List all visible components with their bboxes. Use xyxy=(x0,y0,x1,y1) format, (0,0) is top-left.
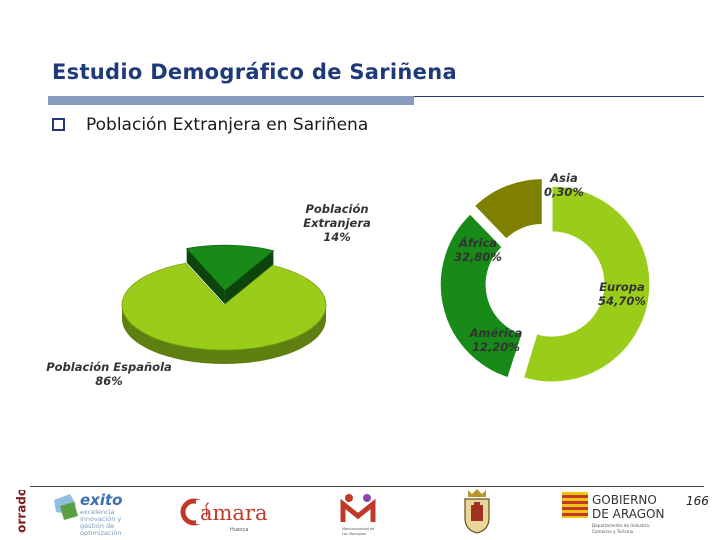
pie-chart-poblacion xyxy=(121,244,327,364)
donut-slice-asia xyxy=(511,338,529,385)
pie-label-espanola: Población Española 86% xyxy=(36,360,182,388)
svg-text:Borrador: Borrador xyxy=(15,490,29,534)
pie-slice-cut-0-1 xyxy=(224,250,274,305)
donut-label-europa: Europa 54,70% xyxy=(590,280,654,308)
exito-logo-graphic: exito excelencia innovación y gestión de… xyxy=(54,491,122,537)
svg-text:Mancomunidad de: Mancomunidad de xyxy=(342,527,374,531)
coat-of-arms-logo xyxy=(462,488,492,534)
page-number: 166 xyxy=(686,494,709,508)
camara-logo-graphic: ámara Huesca xyxy=(180,498,268,533)
pie-label-espanola-name: Población Española xyxy=(46,360,172,374)
donut-label-asia-name: Asia xyxy=(550,171,578,185)
donut-label-america-value: 12,20% xyxy=(472,340,520,354)
donut-label-africa: África 32,80% xyxy=(446,236,510,264)
svg-text:DE ARAGON: DE ARAGON xyxy=(592,507,664,521)
donut-label-asia-value: 0,30% xyxy=(544,185,584,199)
pie-slice-1 xyxy=(121,262,327,351)
donut-label-africa-value: 32,80% xyxy=(454,250,502,264)
pie-slice-0 xyxy=(185,244,275,291)
donut-chart-extranjeros xyxy=(439,177,651,385)
camara-logo: ámara Huesca xyxy=(180,494,280,534)
svg-text:exito: exito xyxy=(80,491,122,509)
mancomunidad-logo-graphic: Mancomunidad de Los Monegros xyxy=(340,494,376,536)
bullet-text: Población Extranjera en Sariñena xyxy=(86,115,369,135)
donut-label-europa-name: Europa xyxy=(599,280,645,294)
slide-title: Estudio Demográfico de Sariñena xyxy=(52,60,457,84)
footer-rule xyxy=(30,486,704,487)
svg-text:gestión de: gestión de xyxy=(80,522,114,530)
gobierno-aragon-logo: GOBIERNO DE ARAGON Departamento de Indus… xyxy=(562,490,674,536)
mancomunidad-logo: Mancomunidad de Los Monegros xyxy=(340,490,380,536)
coat-of-arms-graphic xyxy=(464,489,490,534)
pie-slice-side-1 xyxy=(122,305,326,364)
svg-text:excelencia: excelencia xyxy=(80,508,114,516)
donut-label-america: América 12,20% xyxy=(464,326,528,354)
svg-text:optimización: optimización xyxy=(80,529,121,536)
donut-slice-america xyxy=(473,177,543,240)
svg-text:Huesca: Huesca xyxy=(230,527,248,533)
borrador-stamp: Borrador xyxy=(11,490,31,534)
donut-label-asia: Asia 0,30% xyxy=(532,171,596,199)
donut-label-africa-name: África xyxy=(458,236,498,250)
donut-slice-africa xyxy=(439,213,523,379)
pie-label-espanola-value: 86% xyxy=(95,374,123,388)
pie-label-extranjera-value: 14% xyxy=(323,230,351,244)
svg-text:GOBIERNO: GOBIERNO xyxy=(592,493,657,507)
pie-slice-cut-0-0 xyxy=(186,248,225,305)
svg-text:ámara: ámara xyxy=(200,501,268,525)
donut-label-america-name: América xyxy=(469,326,523,340)
svg-text:Comercio y Turismo: Comercio y Turismo xyxy=(592,529,634,534)
svg-text:Departamento de Industria,: Departamento de Industria, xyxy=(592,523,650,528)
donut-slice-europa xyxy=(522,185,651,383)
svg-text:Los Monegros: Los Monegros xyxy=(342,532,366,536)
pie-label-extranjera-name: Población Extranjera xyxy=(303,202,371,230)
exito-logo: exito excelencia innovación y gestión de… xyxy=(50,490,154,537)
gobierno-aragon-graphic: GOBIERNO DE ARAGON Departamento de Indus… xyxy=(562,492,664,534)
pie-label-extranjera: Población Extranjera 14% xyxy=(282,202,392,244)
title-underline-bar xyxy=(48,96,414,105)
donut-label-europa-value: 54,70% xyxy=(598,294,646,308)
title-underline-rule xyxy=(414,96,704,97)
svg-text:innovación y: innovación y xyxy=(80,515,121,523)
bullet-square-icon xyxy=(52,118,65,131)
